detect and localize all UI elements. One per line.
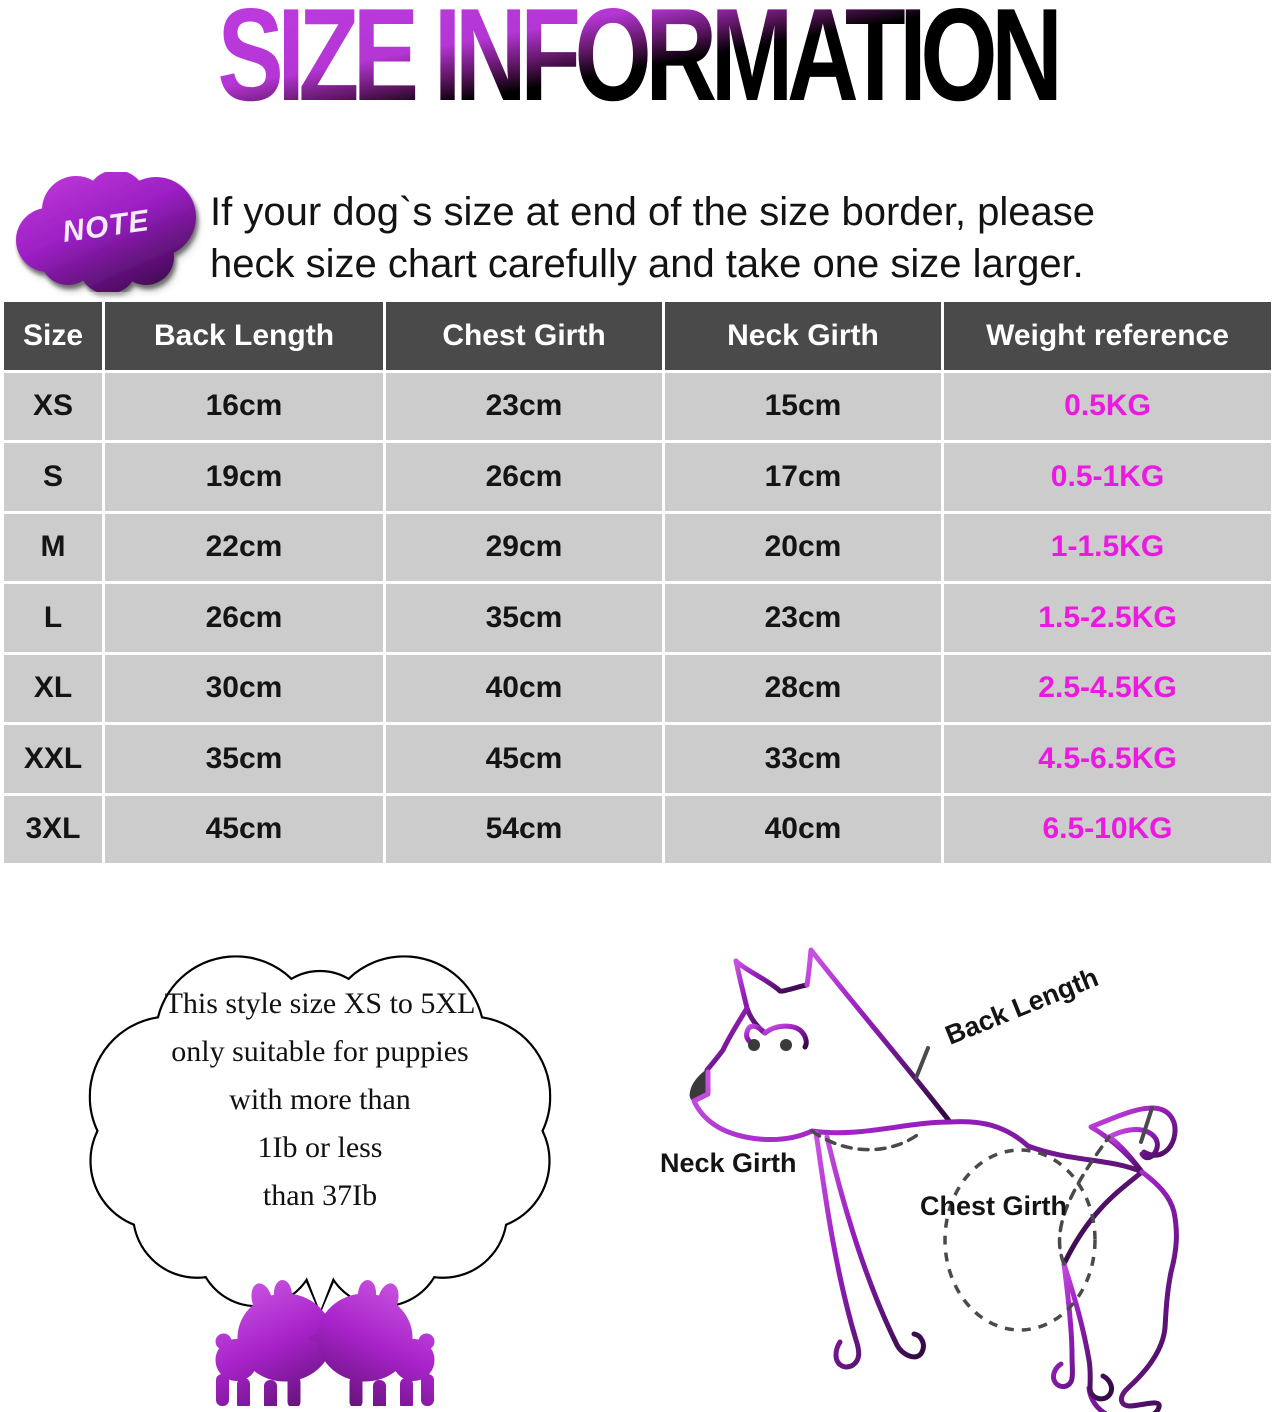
svg-text:Neck Girth: Neck Girth bbox=[660, 1148, 797, 1178]
svg-text:Chest Girth: Chest Girth bbox=[920, 1191, 1067, 1221]
svg-text:Back Length: Back Length bbox=[941, 962, 1102, 1051]
